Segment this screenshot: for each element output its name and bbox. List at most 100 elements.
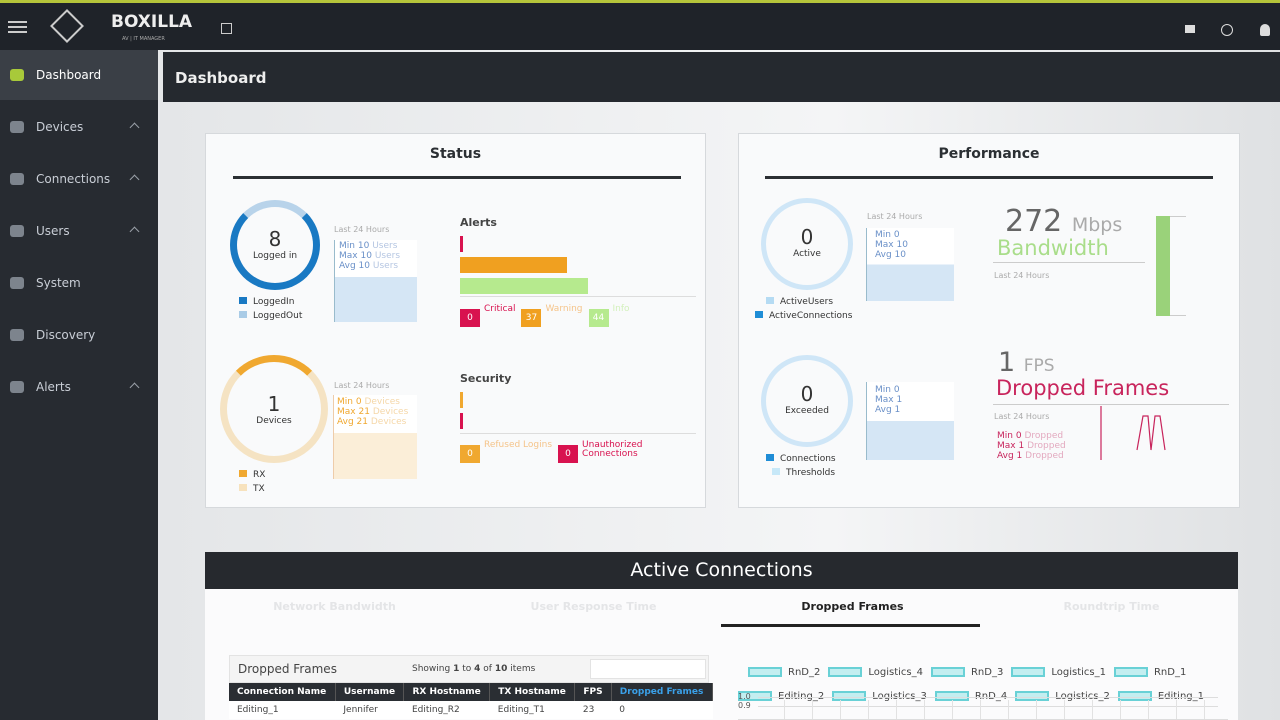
column-header[interactable]: Dropped Frames (611, 683, 714, 701)
nav-label: Discovery (36, 328, 96, 342)
legend-item: RnD_1 (1113, 667, 1187, 678)
tab[interactable]: Dropped Frames (801, 600, 904, 613)
legend-swatch (755, 311, 763, 318)
nav-label: Dashboard (36, 68, 102, 82)
tab-underline (721, 624, 980, 627)
column-header[interactable]: TX Hostname (489, 683, 576, 701)
grid-column (812, 700, 813, 719)
stat-row: Min 10 Users (339, 241, 400, 251)
tab[interactable]: Roundtrip Time (1063, 600, 1160, 613)
stats: Min 0 Devices Max 21 Devices Avg 21 Device… (337, 397, 408, 427)
stat-name: Max (875, 395, 894, 405)
stat-value: 0 (355, 397, 362, 407)
exceeded-ring: 0 Exceeded (761, 355, 853, 447)
nav-item[interactable]: Dashboard (0, 50, 158, 100)
bandwidth-value: 272 Mbps (1005, 204, 1122, 239)
performance-panel: Performance 0 Active Last 24 Hours Min 0… (738, 133, 1240, 508)
paging-part: 10 (494, 664, 508, 674)
column-header[interactable]: Username (335, 683, 405, 701)
legend-item: RnD_3 (930, 667, 1004, 678)
cell: Editing_R2 (411, 705, 460, 715)
active-ring: 0 Active (761, 198, 853, 290)
column-header[interactable]: RX Hostname (403, 683, 491, 701)
security-legend: 0Refused Logins0Unauthorized Connections (460, 441, 658, 463)
legend-label: Logistics_2 (1055, 691, 1110, 702)
grid-column (1120, 700, 1121, 719)
legend-item: 0Unauthorized Connections (558, 441, 652, 463)
nav-item[interactable]: System (0, 258, 158, 308)
grid-column (1204, 700, 1205, 719)
tab[interactable]: Network Bandwidth (273, 600, 396, 613)
table-toolbar: Dropped Frames Showing 1 to 4 of 10 item… (229, 655, 709, 683)
security-chart (460, 390, 696, 434)
stat-value: 10 (360, 251, 372, 261)
nav-item[interactable]: Discovery (0, 310, 158, 360)
bandwidth-gauge (1156, 216, 1170, 316)
stat-unit: Users (374, 251, 401, 261)
table-row: Editing_1 Jennifer Editing_R2 Editing_T1 23 0 (229, 701, 713, 719)
title-rule (765, 176, 1213, 179)
cell: 23 (582, 705, 595, 715)
stat-value: 21 (358, 407, 370, 417)
paging-info: Showing 1 to 4 of 10 items (412, 664, 535, 674)
stat-name: Min (337, 397, 353, 407)
legend-label: Logistics_4 (868, 667, 923, 678)
external-link[interactable] (221, 23, 232, 34)
grid-column (1008, 700, 1009, 719)
stat-value: 0 (1015, 431, 1022, 441)
legend-label: RnD_1 (1153, 667, 1187, 678)
sidebar: Dashboard Devices Connections Users System Di… (0, 50, 158, 720)
bandwidth-label: Bandwidth (997, 236, 1109, 260)
stat-value: 10 (896, 240, 908, 250)
grid-column (784, 700, 785, 719)
nav-item[interactable]: Alerts (0, 362, 158, 412)
flag-icon[interactable] (1185, 25, 1195, 33)
grid-line (758, 697, 1218, 698)
nav-item[interactable]: Devices (0, 102, 158, 152)
nav-item[interactable]: Connections (0, 154, 158, 204)
stat-row: Max 1 Dropped (997, 441, 1066, 451)
grid-column (868, 700, 869, 719)
user-icon[interactable] (1260, 24, 1270, 36)
column-header[interactable]: FPS (574, 683, 612, 701)
stat-unit: Devices (364, 397, 400, 407)
nav-icon (10, 225, 24, 237)
tab[interactable]: User Response Time (530, 600, 657, 613)
stat-name: Min (997, 431, 1013, 441)
chevron (129, 382, 140, 393)
grid-column (924, 700, 925, 719)
unit: FPS (1023, 356, 1055, 376)
badge-label: Critical (484, 304, 516, 314)
brand: BOXILLA (111, 12, 193, 32)
stat-row: Max 21 Devices (337, 407, 408, 417)
bar (460, 392, 463, 408)
search-box[interactable] (590, 659, 706, 679)
help-icon[interactable] (1221, 24, 1233, 36)
stats: Min 10 Users Max 10 Users Avg 10 Users (339, 241, 400, 271)
dropped-value: 1 FPS (998, 347, 1055, 378)
cell: 0 (619, 705, 626, 715)
paging-part: 4 (474, 664, 481, 674)
legend-item: TX (239, 484, 265, 494)
stat-name: Avg (875, 405, 892, 415)
legend-item: LoggedIn (239, 297, 302, 307)
unit: Mbps (1071, 214, 1123, 236)
badge: 44 (588, 309, 609, 327)
legend-item: 0 Critical (460, 305, 515, 327)
column-header[interactable]: Connection Name (229, 683, 336, 701)
period: Last 24 Hours (867, 212, 923, 221)
legend-label: LoggedOut (253, 311, 303, 321)
logged-in-ring: 8 Logged in (230, 200, 320, 290)
stat-name: Max (875, 240, 894, 250)
menu-button[interactable] (8, 21, 27, 23)
stat-name: Min (875, 385, 891, 395)
sparkline (333, 395, 417, 479)
legend-label: RnD_2 (788, 667, 821, 678)
legend-label: RnD_3 (970, 667, 1004, 678)
grid-line (758, 706, 1218, 707)
legend-item: 44Info (588, 305, 630, 327)
nav-item[interactable]: Users (0, 206, 158, 256)
period: Last 24 Hours (334, 381, 390, 390)
stat-row: Avg 10 (875, 250, 908, 260)
security-title: Security (460, 372, 512, 385)
